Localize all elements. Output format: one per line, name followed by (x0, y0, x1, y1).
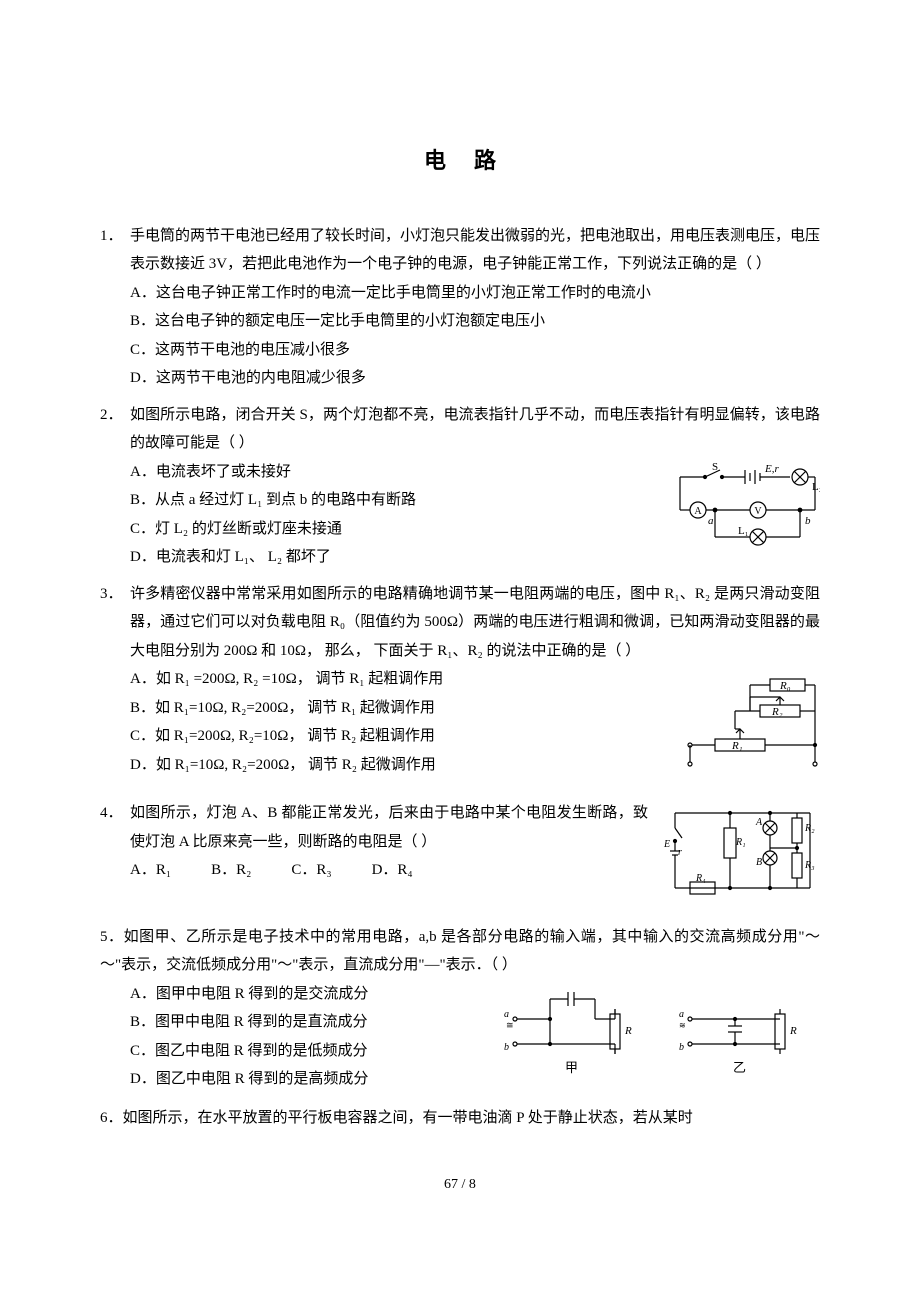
svg-text:V: V (754, 506, 762, 517)
question-1: 1． 手电筒的两节干电池已经用了较长时间，小灯泡只能发出微弱的光，把电池取出，用… (100, 222, 820, 393)
q3-figure: R₀ R₂ R₁ (680, 669, 820, 787)
q1-opt-b: B．这台电子钟的额定电压一定比手电筒里的小灯泡额定电压小 (130, 307, 820, 336)
question-5: 5．如图甲、乙所示是电子技术中的常用电路，a,b 是各部分电路的输入端，其中输入… (100, 923, 820, 1096)
q1-opt-c: C．这两节干电池的电压减小很多 (130, 336, 820, 365)
q4-opt-c: C．R₃ (291, 856, 331, 885)
svg-text:a: a (504, 1009, 509, 1020)
svg-text:L₁: L₁ (738, 525, 749, 537)
q2-number: 2． (100, 401, 123, 430)
svg-text:R₂: R₂ (771, 706, 783, 718)
svg-text:A: A (694, 506, 702, 517)
q5-figure: a b ≅ R 甲 a b ≋ R 乙 (500, 984, 820, 1092)
svg-text:b: b (805, 515, 811, 527)
q4-opt-a: A．R₁ (130, 856, 171, 885)
svg-text:S: S (712, 462, 718, 473)
svg-text:a: a (679, 1009, 684, 1020)
q5-text: 5．如图甲、乙所示是电子技术中的常用电路，a,b 是各部分电路的输入端，其中输入… (100, 923, 820, 980)
svg-text:b: b (679, 1042, 684, 1053)
svg-text:R₁: R₁ (735, 837, 746, 848)
svg-text:R: R (624, 1025, 632, 1037)
svg-text:R: R (789, 1025, 797, 1037)
q4-opt-d: D．R₄ (372, 856, 413, 885)
q4-opt-b: B．R₂ (211, 856, 251, 885)
q1-opt-a: A．这台电子钟正常工作时的电流一定比手电筒里的小灯泡正常工作时的电流小 (130, 279, 820, 308)
svg-text:r: r (678, 847, 682, 858)
svg-text:R₂: R₂ (804, 823, 815, 834)
svg-text:E: E (663, 839, 670, 850)
question-2: 2． 如图所示电路，闭合开关 S，两个灯泡都不亮，电流表指针几乎不动，而电压表指… (100, 401, 820, 572)
svg-text:L₂: L₂ (812, 481, 820, 493)
svg-text:E,r: E,r (764, 463, 779, 475)
svg-text:a: a (708, 515, 714, 527)
svg-text:R₃: R₃ (804, 860, 815, 871)
question-3: 3． 许多精密仪器中常常采用如图所示的电路精确地调节某一电阻两端的电压，图中 R… (100, 580, 820, 791)
q1-text: 手电筒的两节干电池已经用了较长时间，小灯泡只能发出微弱的光，把电池取出，用电压表… (130, 222, 820, 279)
q4-figure: E r R₁ R₄ A B R₂ R₃ (660, 803, 820, 911)
question-6: 6．如图所示，在水平放置的平行板电容器之间，有一带电油滴 P 处于静止状态，若从… (100, 1104, 820, 1133)
q3-number: 3． (100, 580, 123, 609)
svg-text:b: b (504, 1042, 509, 1053)
q2-text: 如图所示电路，闭合开关 S，两个灯泡都不亮，电流表指针几乎不动，而电压表指针有明… (130, 401, 820, 458)
svg-text:乙: 乙 (733, 1060, 746, 1075)
q6-text: 6．如图所示，在水平放置的平行板电容器之间，有一带电油滴 P 处于静止状态，若从… (100, 1104, 820, 1133)
q3-text: 许多精密仪器中常常采用如图所示的电路精确地调节某一电阻两端的电压，图中 R₁、R… (130, 580, 820, 666)
svg-text:R₄: R₄ (695, 873, 706, 884)
svg-text:R₀: R₀ (779, 680, 791, 692)
svg-text:≅: ≅ (506, 1020, 514, 1030)
svg-text:≋: ≋ (679, 1021, 686, 1030)
q2-figure: A V S E,r L₂ a b L₁ (670, 462, 820, 560)
svg-text:甲: 甲 (565, 1060, 578, 1075)
q1-number: 1． (100, 222, 123, 251)
q1-opt-d: D．这两节干电池的内电阻减少很多 (130, 364, 820, 393)
q4-number: 4． (100, 799, 123, 828)
page-title: 电路 (100, 140, 820, 182)
question-4: 4． (100, 799, 820, 915)
svg-text:A: A (755, 817, 763, 828)
svg-text:R₁: R₁ (731, 740, 743, 752)
page-number: 67 / 8 (100, 1172, 820, 1199)
svg-text:B: B (756, 857, 762, 868)
